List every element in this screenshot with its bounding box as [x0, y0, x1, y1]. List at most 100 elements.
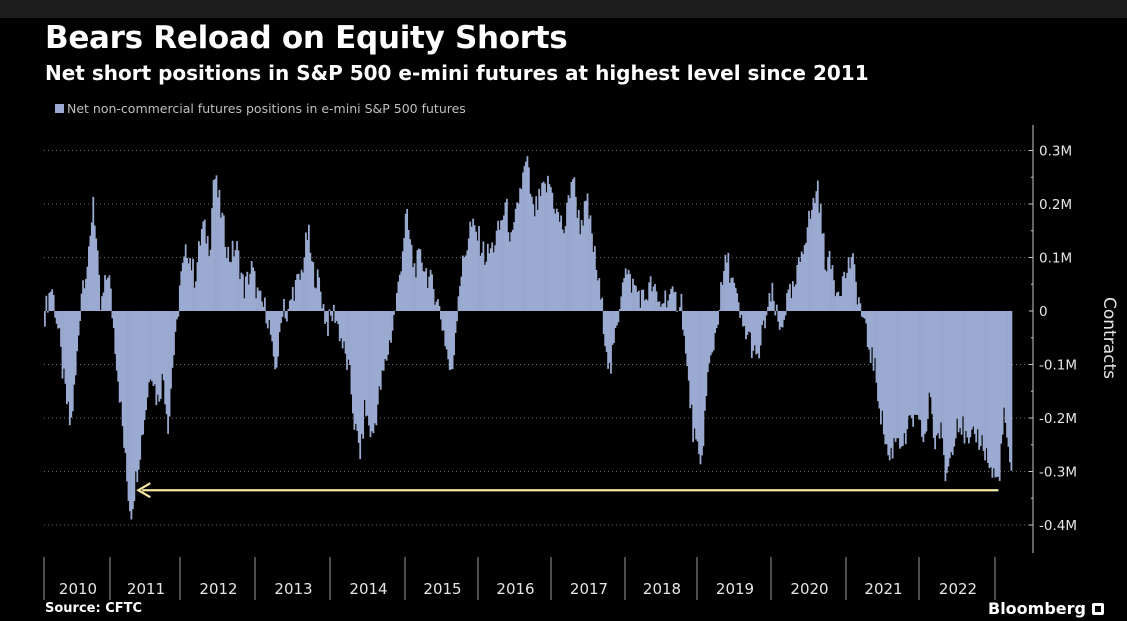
bar: [852, 253, 854, 311]
bar: [613, 311, 615, 344]
bar: [101, 296, 103, 311]
bar: [167, 311, 169, 434]
bar: [506, 198, 508, 311]
bar: [610, 311, 612, 374]
y-tick-label: -0.3M: [1039, 465, 1077, 481]
bar: [390, 311, 392, 343]
bar: [621, 282, 624, 311]
bar: [846, 272, 849, 311]
bar: [286, 311, 288, 322]
bar: [699, 311, 702, 465]
bar: [170, 311, 172, 389]
bar: [199, 245, 202, 311]
bar: [466, 250, 469, 311]
bar: [953, 311, 956, 447]
bar: [156, 311, 159, 395]
bar: [869, 311, 872, 364]
bar: [108, 275, 111, 311]
bar: [692, 311, 695, 443]
bar: [517, 203, 520, 311]
bar: [192, 258, 194, 311]
x-tick-label: 2010: [59, 580, 97, 598]
bar: [690, 311, 693, 405]
bar: [837, 291, 840, 311]
x-tick-label: 2015: [423, 580, 461, 598]
bar: [497, 220, 499, 311]
bar: [642, 289, 645, 311]
bar: [859, 303, 862, 311]
bar: [988, 311, 991, 469]
bar: [313, 287, 316, 311]
bar: [337, 311, 340, 325]
bar: [959, 311, 961, 429]
bar: [847, 257, 850, 311]
bar: [396, 293, 398, 311]
bar: [343, 311, 345, 342]
bar: [127, 311, 130, 501]
bar: [891, 311, 894, 459]
x-tick-label: 2019: [716, 580, 754, 598]
bar: [350, 311, 353, 395]
bar: [205, 243, 208, 311]
bar: [164, 311, 167, 405]
legend-label: Net non-commercial futures positions in …: [67, 101, 466, 116]
bar: [212, 180, 215, 311]
bar: [649, 276, 652, 311]
bar: [638, 290, 640, 311]
bar: [885, 311, 888, 445]
bar: [915, 311, 917, 415]
bar: [410, 244, 413, 311]
bar: [180, 271, 183, 311]
bar: [673, 292, 675, 311]
bar: [937, 311, 939, 434]
bar: [222, 215, 225, 311]
bar: [360, 311, 363, 434]
bar: [1000, 311, 1003, 444]
bar: [297, 273, 300, 311]
bar: [558, 221, 561, 311]
bar: [114, 311, 117, 354]
bar: [155, 311, 158, 406]
bar: [818, 212, 821, 311]
bar: [472, 218, 475, 311]
bar: [423, 271, 426, 311]
bar: [68, 311, 71, 426]
bar: [366, 311, 369, 416]
bar: [60, 311, 62, 347]
bar: [916, 311, 919, 416]
bar: [946, 311, 948, 473]
bar: [583, 201, 586, 311]
bar: [668, 294, 671, 311]
bar: [844, 278, 847, 311]
bar: [651, 291, 653, 311]
bar: [233, 256, 235, 311]
bar: [469, 221, 472, 311]
bar: [665, 307, 668, 311]
bar: [880, 311, 882, 425]
bar: [750, 311, 753, 359]
bar: [321, 308, 323, 311]
bar: [269, 311, 272, 335]
bar: [340, 311, 343, 339]
bar: [315, 288, 318, 311]
bar: [1004, 311, 1007, 423]
bar: [544, 183, 546, 311]
bar: [484, 264, 486, 311]
bar: [545, 192, 548, 311]
bar: [538, 188, 541, 311]
bar: [51, 289, 54, 311]
bar: [92, 196, 95, 311]
x-tick-label: 2011: [127, 580, 165, 598]
bar: [510, 232, 513, 311]
bar: [655, 291, 658, 311]
bar: [357, 311, 360, 443]
bar: [230, 262, 233, 311]
bar: [454, 311, 457, 333]
bar: [792, 281, 794, 311]
bar: [938, 311, 941, 439]
bar: [504, 202, 507, 311]
bar: [88, 246, 90, 311]
bar: [768, 293, 771, 311]
bar: [992, 311, 995, 469]
bar: [526, 156, 529, 311]
